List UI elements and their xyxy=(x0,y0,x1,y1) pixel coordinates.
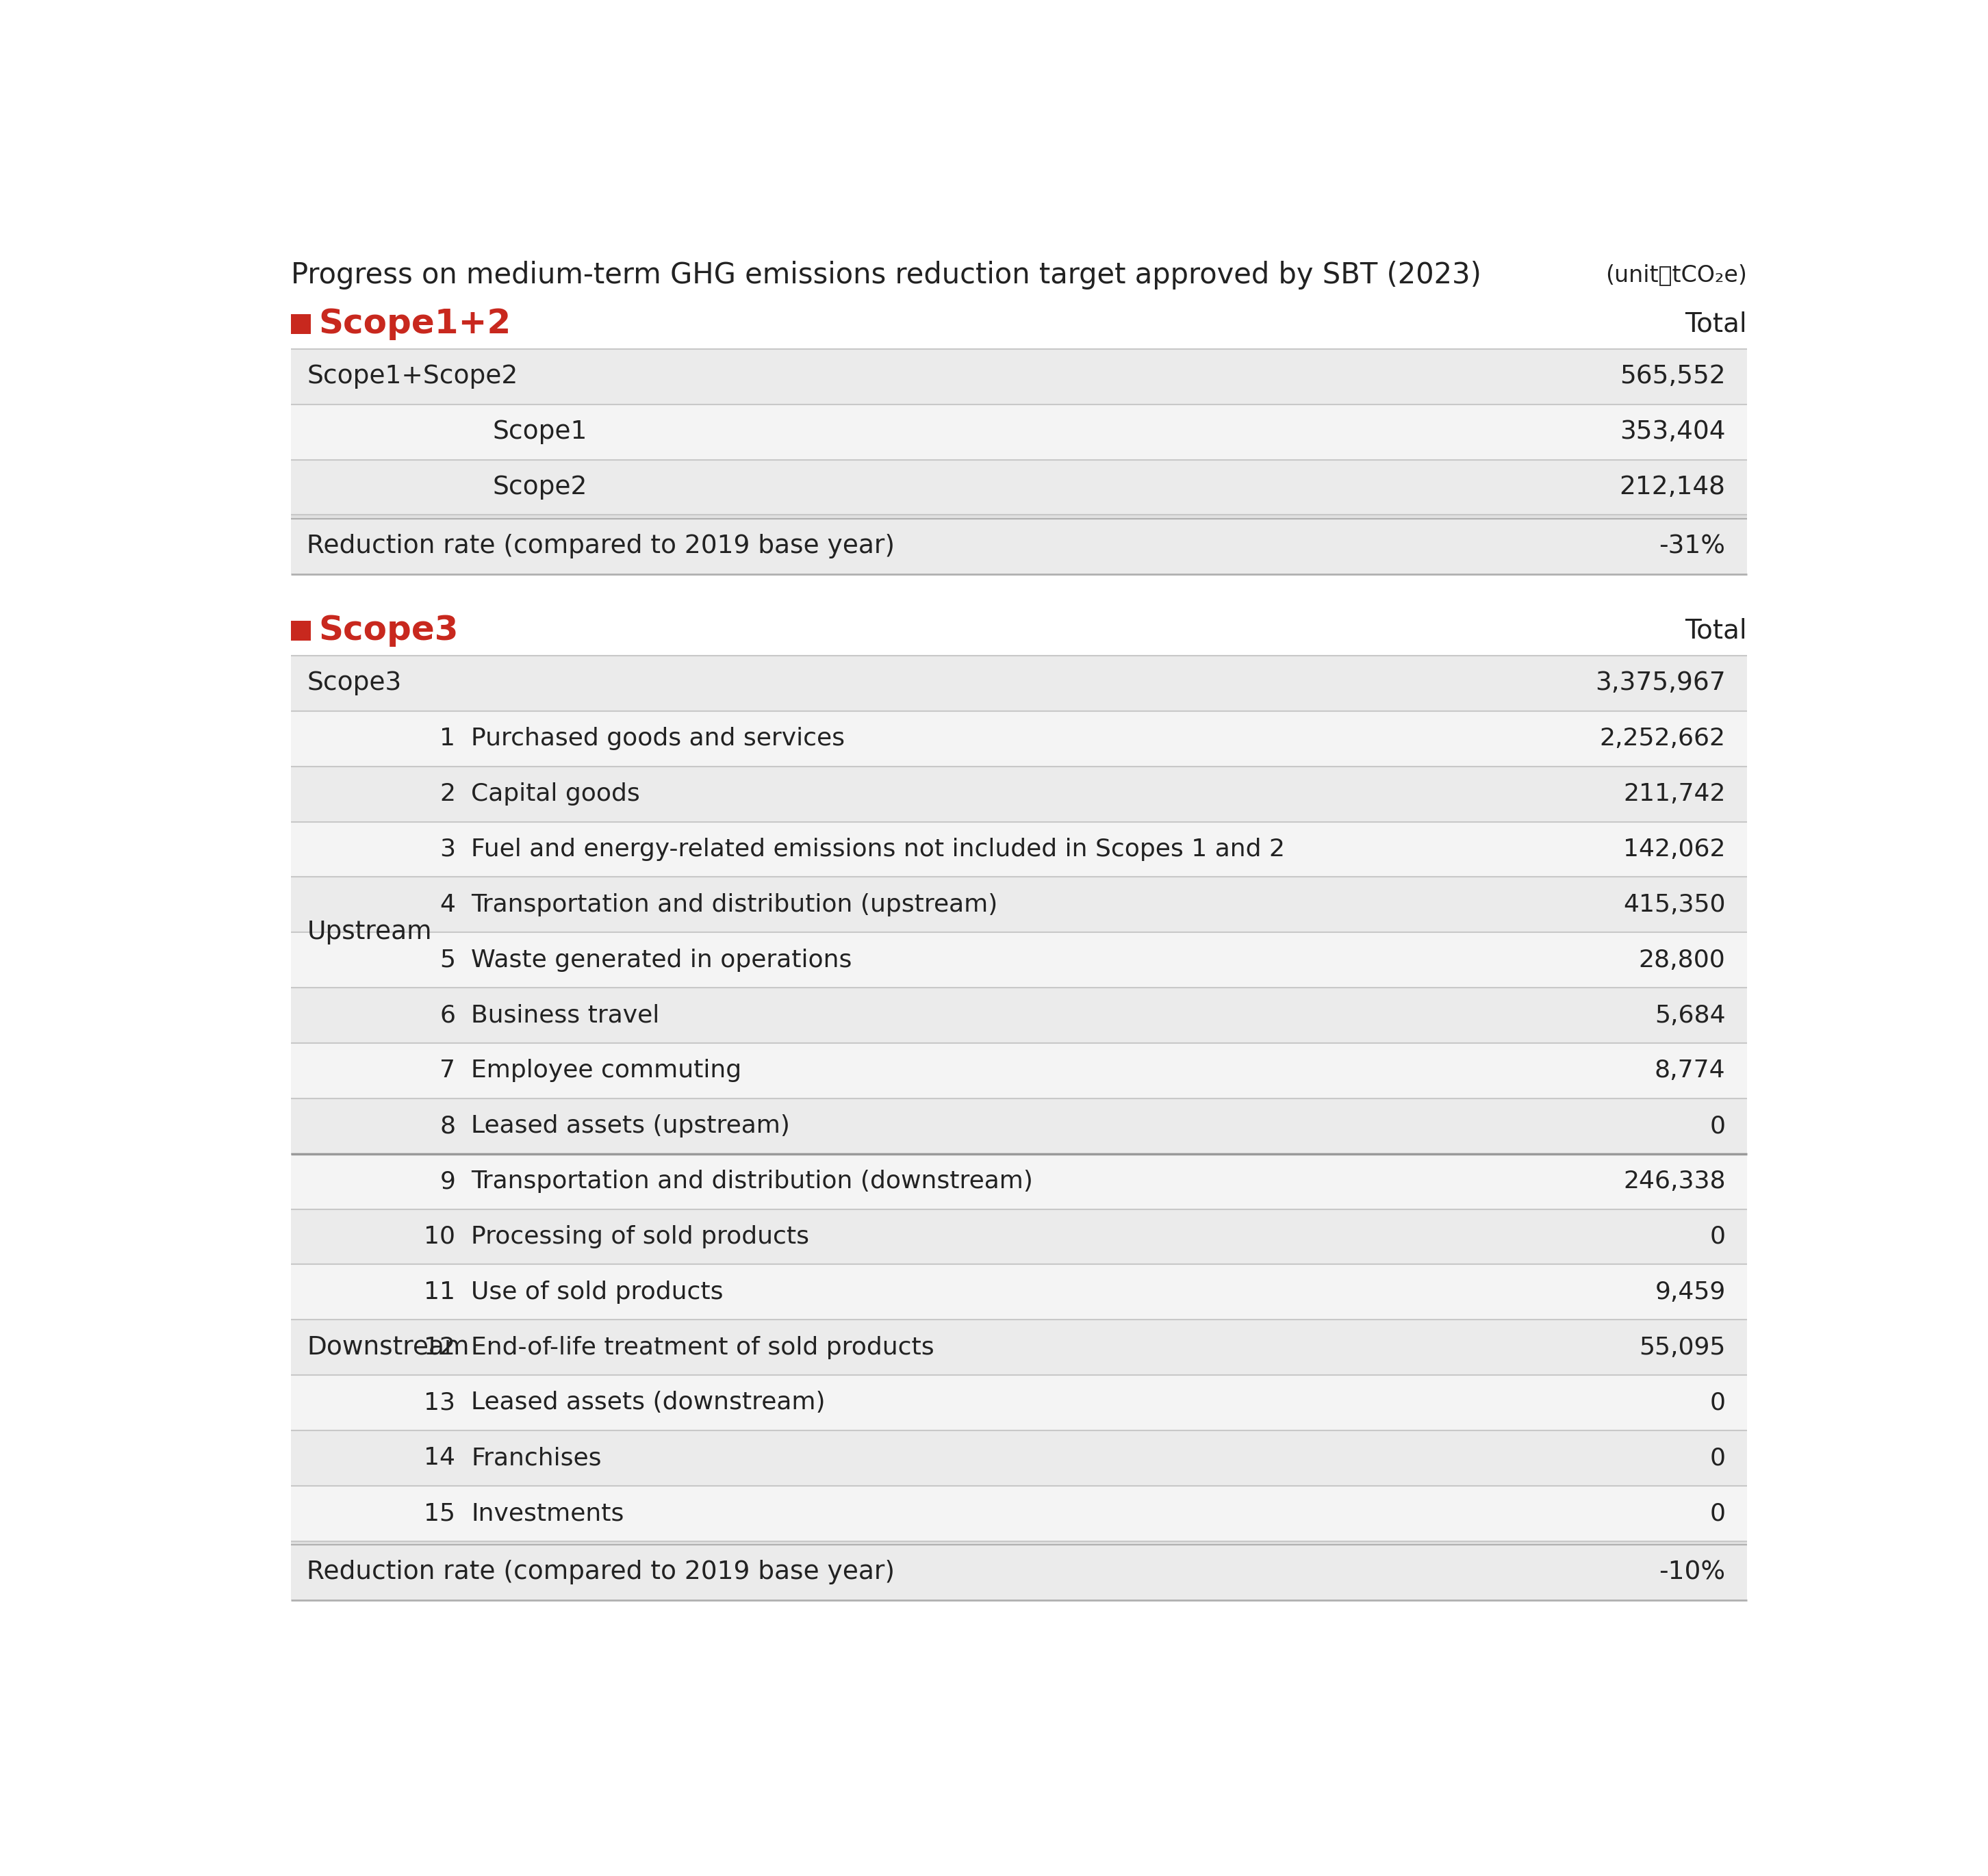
Text: 0: 0 xyxy=(1710,1114,1726,1137)
Text: Reduction rate (compared to 2019 base year): Reduction rate (compared to 2019 base ye… xyxy=(306,1561,895,1585)
Text: 3: 3 xyxy=(439,839,455,861)
Text: Scope1+Scope2: Scope1+Scope2 xyxy=(306,364,519,388)
Text: Upstream: Upstream xyxy=(306,919,431,946)
Text: 7: 7 xyxy=(439,1060,455,1082)
Text: 8: 8 xyxy=(439,1114,455,1137)
Bar xyxy=(290,1486,1747,1540)
Bar xyxy=(290,987,1747,1043)
Bar xyxy=(290,1430,1747,1486)
Bar xyxy=(290,876,1747,932)
Text: Scope1+2: Scope1+2 xyxy=(318,308,511,340)
Bar xyxy=(290,1043,1747,1097)
Text: Total: Total xyxy=(1684,617,1747,643)
Bar xyxy=(290,518,1747,574)
Bar xyxy=(290,1154,1747,1208)
Bar xyxy=(290,1208,1747,1264)
Text: Total: Total xyxy=(1684,311,1747,338)
Text: 2: 2 xyxy=(439,782,455,805)
Text: 13: 13 xyxy=(423,1392,455,1415)
Text: 4: 4 xyxy=(439,893,455,915)
Text: 5,684: 5,684 xyxy=(1654,1004,1726,1026)
Bar xyxy=(290,313,310,334)
Text: 0: 0 xyxy=(1710,1225,1726,1248)
Text: Downstream: Downstream xyxy=(306,1336,469,1360)
Text: -31%: -31% xyxy=(1660,535,1726,559)
Text: 246,338: 246,338 xyxy=(1622,1171,1726,1193)
Bar xyxy=(290,349,1747,405)
Text: 211,742: 211,742 xyxy=(1622,782,1726,805)
Text: 11: 11 xyxy=(423,1281,455,1304)
Text: 565,552: 565,552 xyxy=(1620,364,1726,388)
Bar xyxy=(290,621,310,642)
Text: 9,459: 9,459 xyxy=(1654,1281,1726,1304)
Bar xyxy=(290,932,1747,987)
Text: 5: 5 xyxy=(439,949,455,972)
Text: 212,148: 212,148 xyxy=(1620,475,1726,499)
Text: -10%: -10% xyxy=(1660,1561,1726,1585)
Text: Processing of sold products: Processing of sold products xyxy=(471,1225,809,1248)
Text: Capital goods: Capital goods xyxy=(471,782,640,805)
Bar xyxy=(290,1264,1747,1319)
Text: End-of-life treatment of sold products: End-of-life treatment of sold products xyxy=(471,1336,934,1358)
Text: 0: 0 xyxy=(1710,1446,1726,1469)
Text: 0: 0 xyxy=(1710,1503,1726,1525)
Text: Transportation and distribution (downstream): Transportation and distribution (downstr… xyxy=(471,1171,1034,1193)
Bar xyxy=(290,405,1747,460)
Text: 9: 9 xyxy=(439,1171,455,1193)
Text: 6: 6 xyxy=(439,1004,455,1026)
Text: Use of sold products: Use of sold products xyxy=(471,1281,724,1304)
Text: Scope2: Scope2 xyxy=(493,475,586,499)
Bar xyxy=(290,516,1747,518)
Text: 55,095: 55,095 xyxy=(1638,1336,1726,1358)
Text: 10: 10 xyxy=(423,1225,455,1248)
Text: Reduction rate (compared to 2019 base year): Reduction rate (compared to 2019 base ye… xyxy=(306,535,895,559)
Bar xyxy=(290,767,1747,822)
Text: 2,252,662: 2,252,662 xyxy=(1600,728,1726,750)
Bar xyxy=(290,1097,1747,1154)
Text: Scope3: Scope3 xyxy=(306,672,402,696)
Text: Business travel: Business travel xyxy=(471,1004,660,1026)
Text: Transportation and distribution (upstream): Transportation and distribution (upstrea… xyxy=(471,893,998,915)
Text: Waste generated in operations: Waste generated in operations xyxy=(471,949,853,972)
Text: 14: 14 xyxy=(423,1446,455,1469)
Text: (unit：tCO₂e): (unit：tCO₂e) xyxy=(1604,265,1747,287)
Bar xyxy=(290,822,1747,876)
Bar xyxy=(290,711,1747,767)
Text: 353,404: 353,404 xyxy=(1620,420,1726,445)
Text: Scope3: Scope3 xyxy=(318,613,459,647)
Text: Progress on medium-term GHG emissions reduction target approved by SBT (2023): Progress on medium-term GHG emissions re… xyxy=(290,261,1481,289)
Text: 8,774: 8,774 xyxy=(1654,1060,1726,1082)
Bar xyxy=(290,1544,1747,1600)
Text: 28,800: 28,800 xyxy=(1638,949,1726,972)
Text: Investments: Investments xyxy=(471,1503,624,1525)
Text: Purchased goods and services: Purchased goods and services xyxy=(471,728,845,750)
Bar xyxy=(290,1319,1747,1375)
Text: 142,062: 142,062 xyxy=(1622,839,1726,861)
Text: Leased assets (downstream): Leased assets (downstream) xyxy=(471,1392,825,1415)
Text: 1: 1 xyxy=(439,728,455,750)
Text: Employee commuting: Employee commuting xyxy=(471,1060,742,1082)
Bar xyxy=(290,657,1747,711)
Bar xyxy=(290,1375,1747,1430)
Text: Fuel and energy-related emissions not included in Scopes 1 and 2: Fuel and energy-related emissions not in… xyxy=(471,839,1286,861)
Text: 15: 15 xyxy=(423,1503,455,1525)
Bar xyxy=(290,460,1747,516)
Text: 415,350: 415,350 xyxy=(1622,893,1726,915)
Text: Franchises: Franchises xyxy=(471,1446,602,1469)
Bar xyxy=(290,1540,1747,1544)
Text: 12: 12 xyxy=(423,1336,455,1358)
Text: Scope1: Scope1 xyxy=(493,420,586,445)
Text: Leased assets (upstream): Leased assets (upstream) xyxy=(471,1114,791,1137)
Text: 3,375,967: 3,375,967 xyxy=(1594,672,1726,696)
Text: 0: 0 xyxy=(1710,1392,1726,1415)
